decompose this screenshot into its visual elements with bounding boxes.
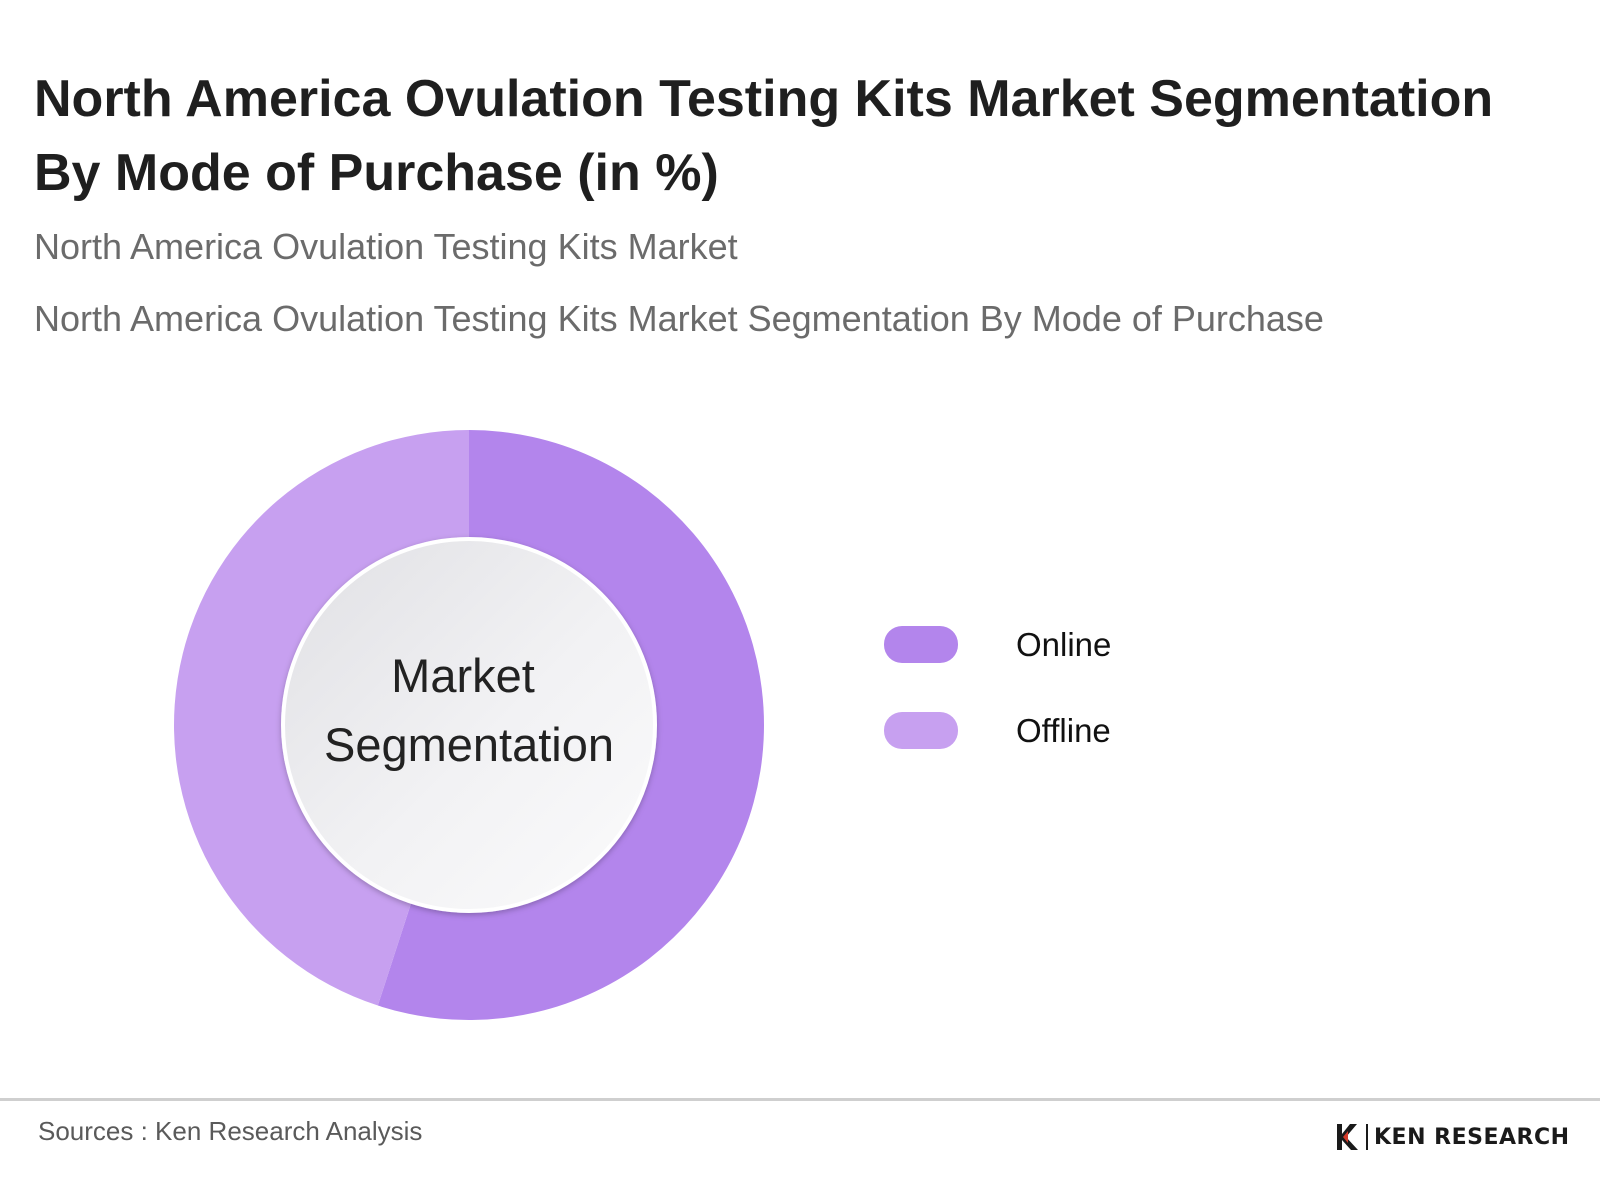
logo-text: KEN RESEARCH <box>1374 1124 1570 1150</box>
donut-center-label-line2: Segmentation <box>324 718 614 771</box>
source-note: Sources : Ken Research Analysis <box>38 1116 423 1146</box>
chart-title: North America Ovulation Testing Kits Mar… <box>34 70 1494 202</box>
ken-research-logo-icon <box>1337 1124 1358 1150</box>
legend-swatch-online <box>884 626 958 663</box>
chart-subtitle-secondary: North America Ovulation Testing Kits Mar… <box>34 298 1324 339</box>
donut-center-disc <box>281 537 657 913</box>
legend-label-offline: Offline <box>1016 712 1111 749</box>
chart-subtitle-primary: North America Ovulation Testing Kits Mar… <box>34 226 738 267</box>
donut-slice-offline <box>174 430 469 1006</box>
legend-label-online: Online <box>1016 626 1112 663</box>
donut-slice-online <box>377 430 765 1020</box>
logo-separator <box>1366 1124 1368 1150</box>
brand-logo: KEN RESEARCH <box>1334 1120 1570 1154</box>
donut-center-label-line1: Market <box>391 649 535 702</box>
donut-chart: Market Segmentation <box>174 430 765 1020</box>
footer-divider <box>0 1098 1600 1101</box>
donut-slices <box>174 430 765 1020</box>
legend-swatch-offline <box>884 712 958 749</box>
